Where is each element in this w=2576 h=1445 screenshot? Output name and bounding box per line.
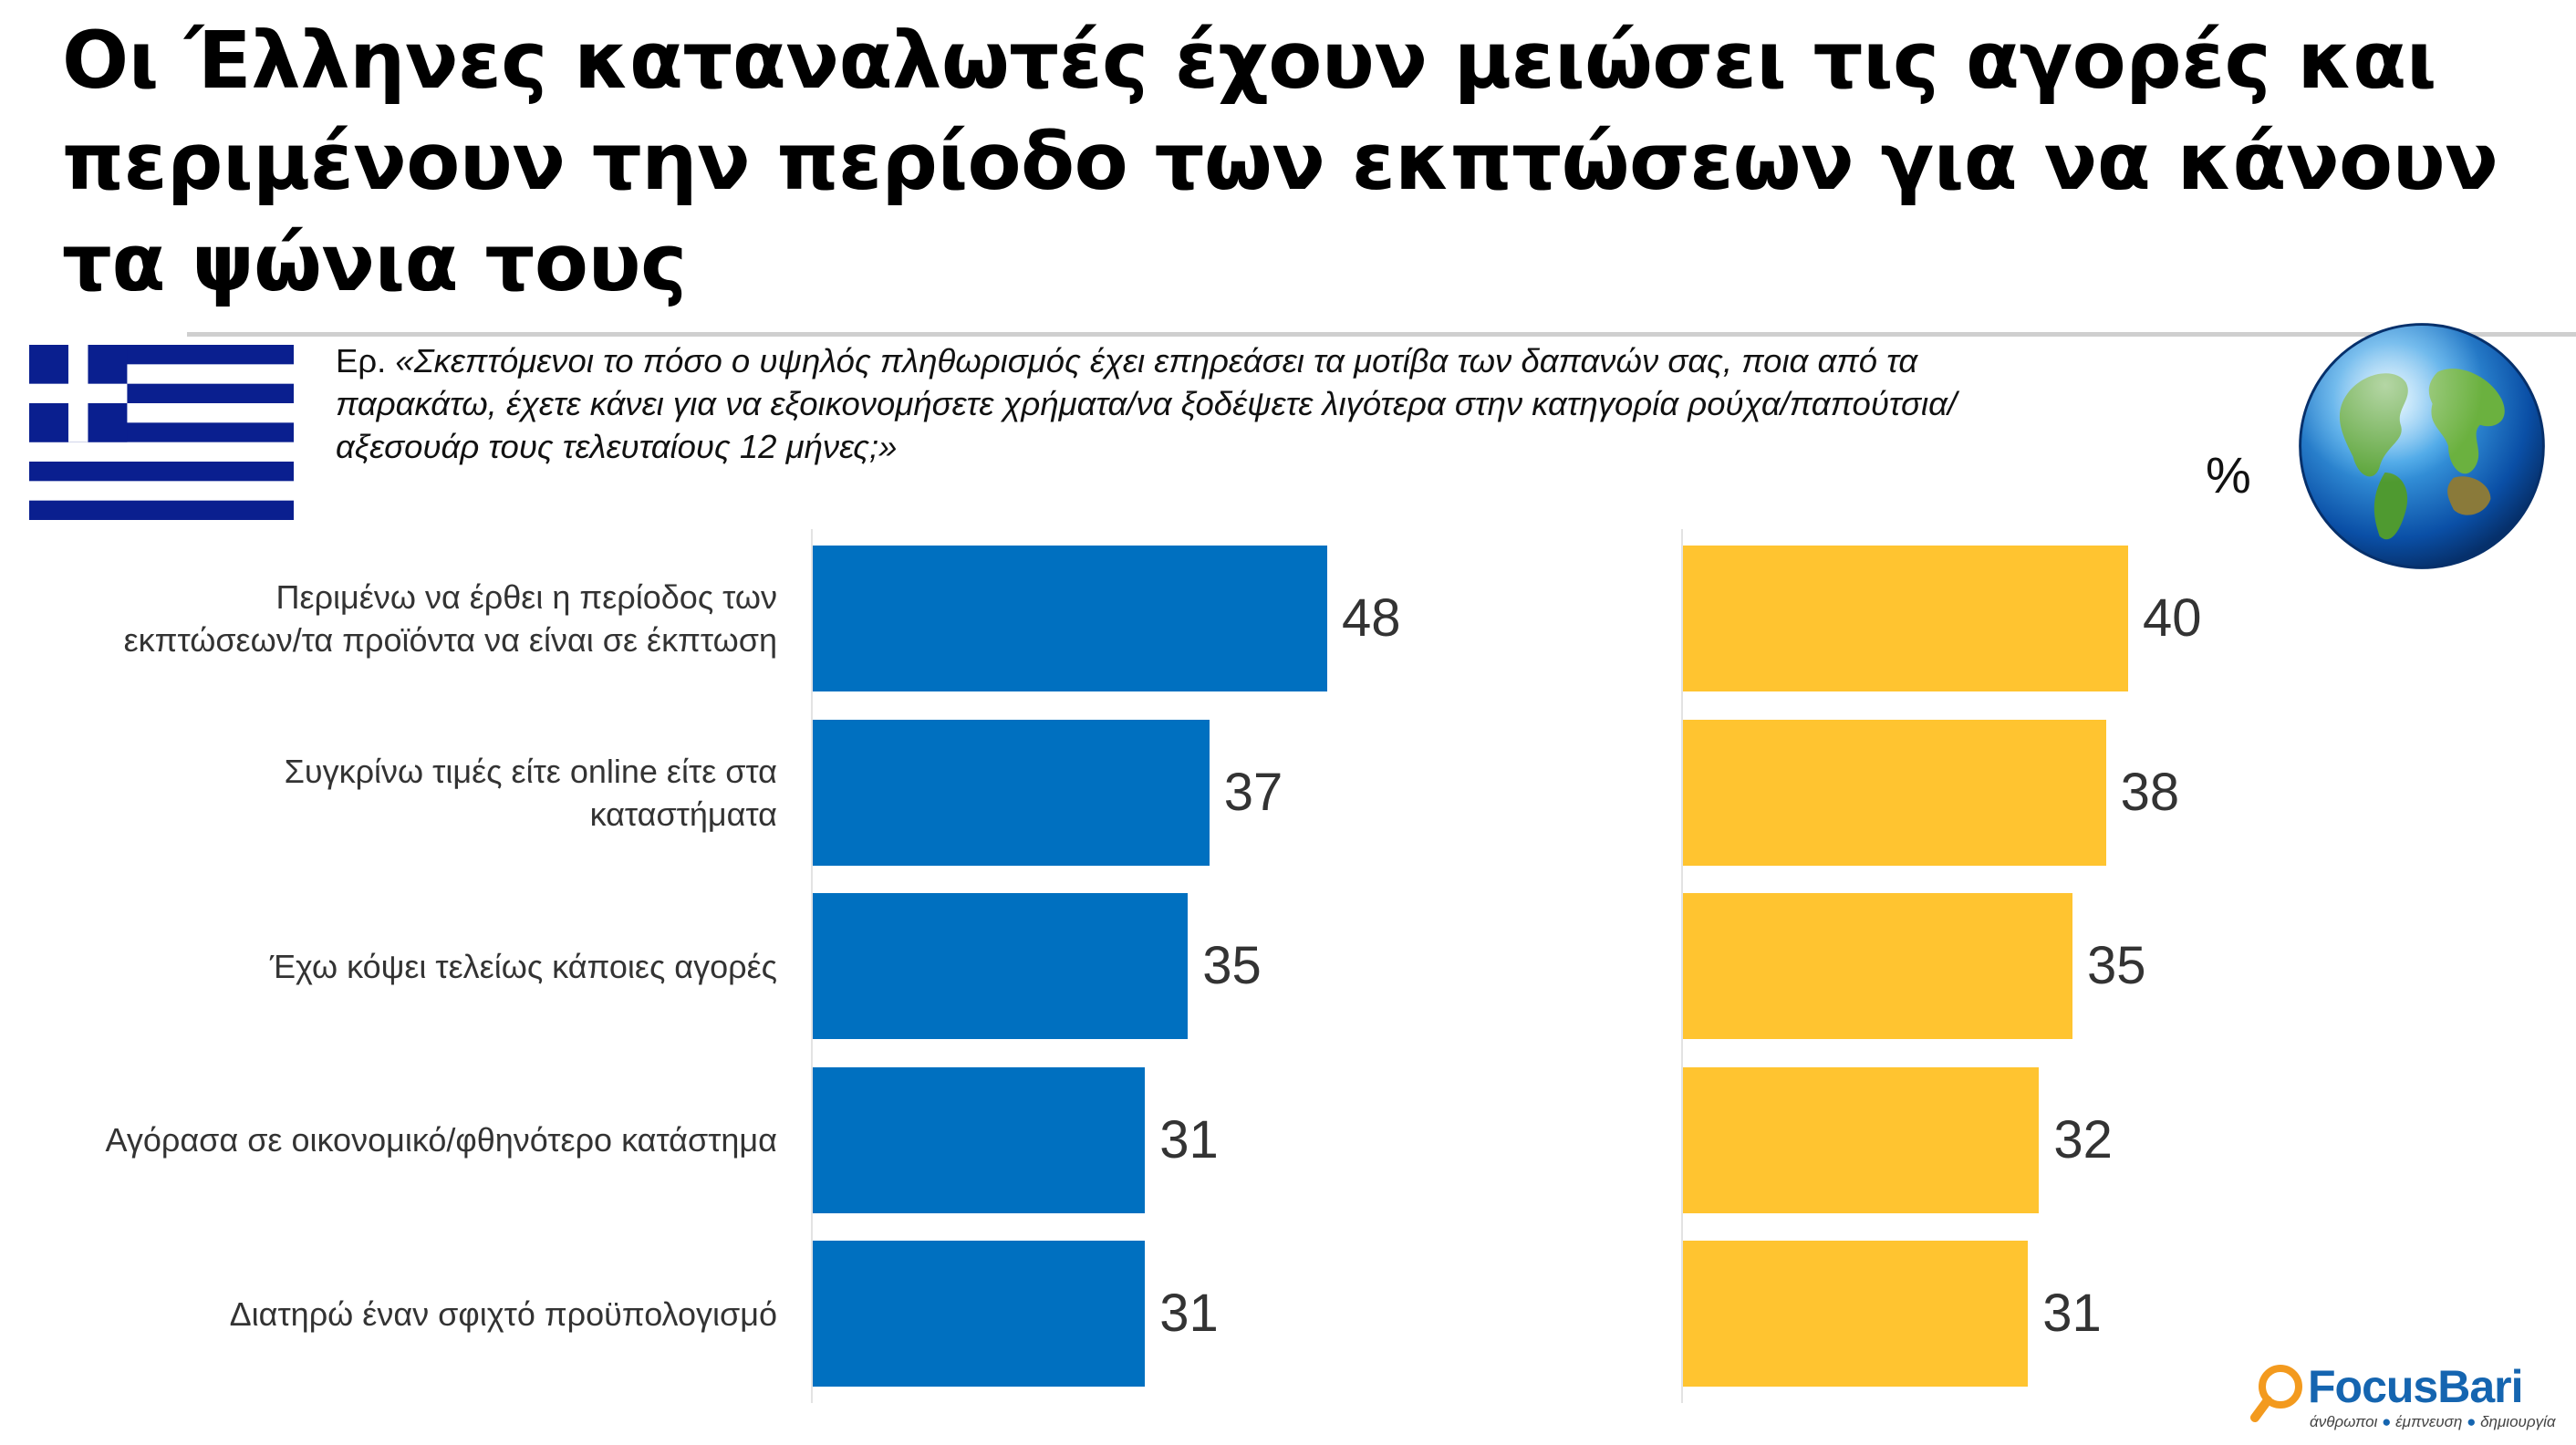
bar-greece (813, 1241, 1146, 1387)
bar-greece (813, 1066, 1146, 1213)
value-label-greece: 31 (1159, 1109, 1219, 1170)
category-label: Διατηρώ έναν σφιχτό προϋπολογισμό (229, 1294, 777, 1333)
focusbari-logo: FocusBari άνθρωποι ● έμπνευση ● δημιουργ… (2249, 1361, 2560, 1436)
value-label-global: 38 (2120, 762, 2180, 822)
left-panel-axis (811, 529, 813, 1403)
question-text: «Σκεπτόμενοι το πόσο ο υψηλός πληθωρισμό… (336, 342, 1958, 465)
category-label: Συγκρίνω τιμές είτε online είτε στα κατασ… (284, 752, 777, 833)
value-label-greece: 48 (1342, 588, 1401, 648)
value-label-greece: 37 (1223, 762, 1283, 822)
bar-global (1683, 1066, 2040, 1213)
bar-greece (813, 546, 1327, 691)
bar-global (1683, 1241, 2029, 1387)
value-label-greece: 31 (1159, 1284, 1219, 1343)
bar-greece (813, 719, 1210, 866)
title-line-2: περιμένουν την περίοδο των εκπτώσεων για… (62, 117, 2498, 208)
value-label-global: 40 (2143, 588, 2202, 648)
value-label-global: 32 (2053, 1109, 2113, 1170)
value-label-global: 31 (2042, 1284, 2102, 1343)
globe-icon (2299, 323, 2545, 569)
question-prefix: Ερ. (336, 342, 396, 379)
focusbari-magnifier-icon (2250, 1365, 2302, 1422)
bar-global (1683, 546, 2128, 691)
unit-label: % (2206, 446, 2251, 504)
logo-tagline: άνθρωποι ● έμπνευση ● δημιουργία (2310, 1413, 2556, 1430)
page-title: Οι Έλληνες καταναλωτές έχουν μειώσει τις… (62, 11, 2525, 315)
survey-question: Ερ. «Σκεπτόμενοι το πόσο ο υψηλός πληθωρ… (336, 339, 2060, 468)
greece-flag-icon (29, 345, 294, 520)
category-label: Έχω κόψει τελείως κάποιες αγορές (269, 947, 777, 985)
right-panel-axis (1681, 529, 1683, 1403)
category-label: Αγόρασα σε οικονομικό/φθηνότερο κατάστημ… (105, 1121, 777, 1159)
value-label-greece: 35 (1202, 936, 1262, 995)
bar-global (1683, 893, 2072, 1039)
value-label-global: 35 (2087, 936, 2146, 995)
title-divider (187, 332, 2576, 337)
category-label: Περιμένω να έρθει η περίοδος των εκπτώσεω… (123, 578, 777, 659)
bar-global (1683, 719, 2106, 866)
bar-greece (813, 893, 1189, 1039)
logo-wordmark: FocusBari (2308, 1361, 2524, 1412)
title-line-1: Οι Έλληνες καταναλωτές έχουν μειώσει τις… (62, 16, 2436, 107)
title-line-3: τα ψώνια τους (62, 218, 687, 309)
